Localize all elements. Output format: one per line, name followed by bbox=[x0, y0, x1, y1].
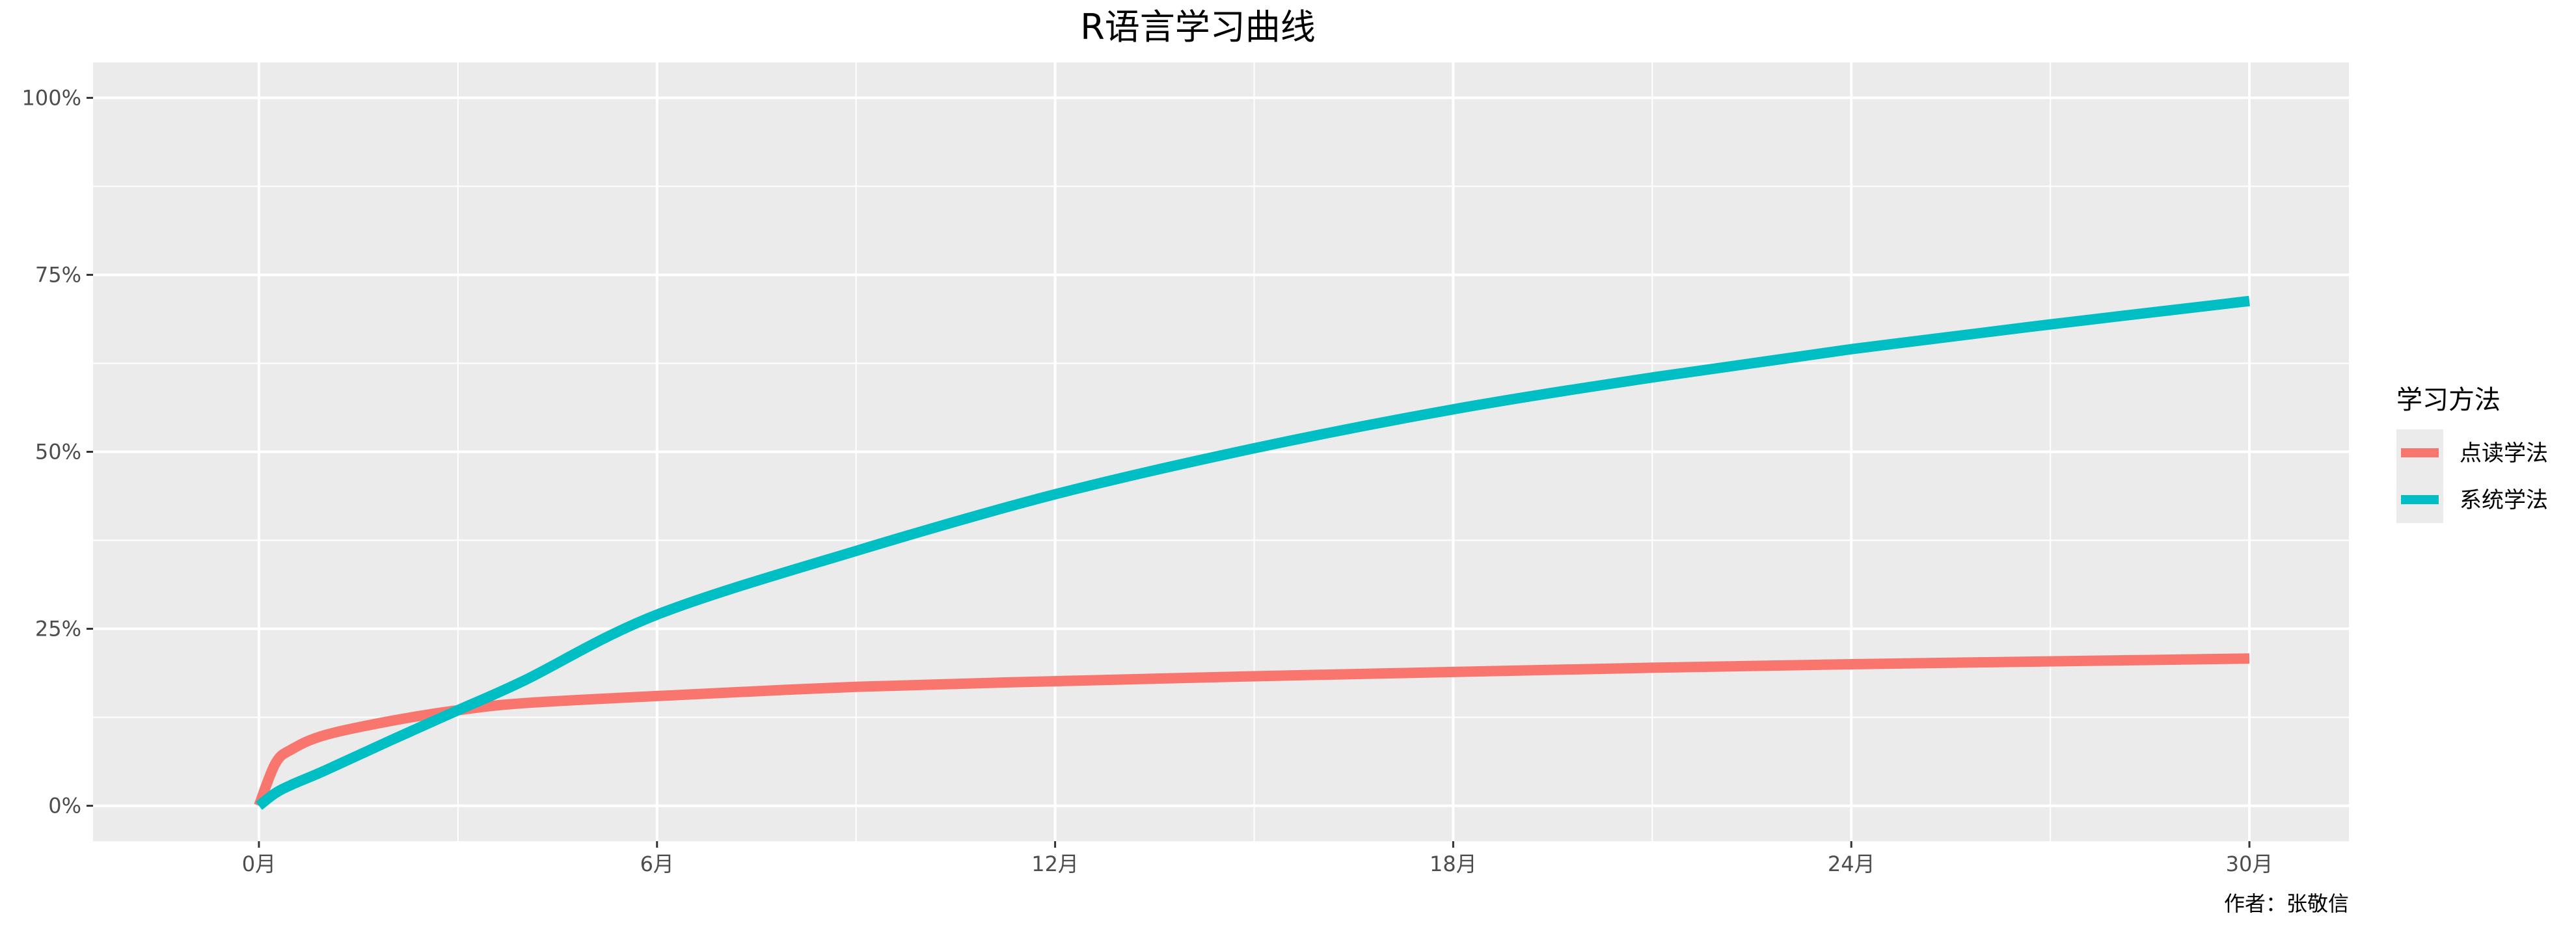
x-tick-label: 24月 bbox=[1828, 852, 1875, 876]
x-tick-label: 12月 bbox=[1031, 852, 1079, 876]
x-tick-label: 6月 bbox=[640, 852, 674, 876]
legend-title: 学习方法 bbox=[2396, 385, 2501, 415]
chart-title: R语言学习曲线 bbox=[1080, 7, 1316, 47]
legend-label-dian-du: 点读学法 bbox=[2460, 440, 2548, 466]
minor-gridlines bbox=[93, 62, 2349, 841]
y-tick-label: 0% bbox=[48, 794, 81, 818]
y-axis: 0% 25% 50% 75% 100% bbox=[22, 85, 93, 818]
series-line-xi-tong bbox=[255, 295, 2250, 810]
major-gridlines bbox=[93, 62, 2349, 841]
x-tick-label: 0月 bbox=[242, 852, 276, 876]
legend-label-xi-tong: 系统学法 bbox=[2460, 487, 2548, 513]
x-axis: 0月 6月 12月 18月 24月 30月 bbox=[242, 841, 2273, 876]
x-tick-label: 30月 bbox=[2226, 852, 2273, 876]
y-tick-label: 75% bbox=[35, 262, 81, 287]
y-tick-label: 50% bbox=[35, 440, 81, 464]
series-lines bbox=[254, 295, 2250, 810]
y-tick-label: 100% bbox=[22, 85, 81, 110]
legend: 学习方法 点读学法 系统学法 bbox=[2396, 385, 2548, 523]
chart-caption: 作者：张敬信 bbox=[2224, 891, 2349, 916]
x-tick-label: 18月 bbox=[1430, 852, 1477, 876]
series-line-dian-du bbox=[254, 653, 2250, 808]
y-tick-label: 25% bbox=[35, 617, 81, 641]
